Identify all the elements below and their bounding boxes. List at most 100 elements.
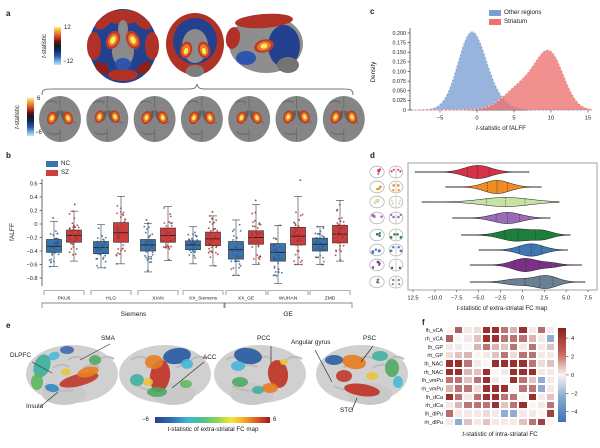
heatmap-cell (463, 367, 473, 376)
brain-region-blob (268, 25, 300, 67)
brain-region-blob (136, 61, 152, 75)
heatmap-cell (481, 367, 491, 376)
sz-swatch (46, 169, 58, 176)
heatmap-cell (445, 359, 455, 368)
heatmap-cell (463, 326, 473, 335)
heatmap-cell (490, 350, 500, 360)
brain-region-blob (33, 354, 51, 378)
heatmap-cell (454, 350, 464, 360)
legend-item-sz: SZ (46, 168, 70, 177)
heatmap-cell (509, 417, 519, 426)
brain-region-blob (239, 115, 244, 121)
sz-label: SZ (61, 168, 69, 176)
y-tick-label: 0.050 (393, 89, 407, 95)
brain-region-blob (372, 351, 388, 361)
striatal-seed-8-icon (369, 275, 404, 289)
heatmap-cell (463, 375, 473, 385)
heatmap-cell (445, 417, 455, 426)
heatmap-cell (454, 367, 464, 376)
heatmap-cell (481, 326, 491, 335)
site-label: WUHAN (279, 296, 298, 302)
heatmap-cell (454, 334, 464, 343)
density-legend: Other regions Striatum (489, 9, 542, 25)
heatmap-cell (463, 400, 473, 410)
heatmap-cell (545, 400, 555, 410)
heatmap-cell (472, 342, 482, 351)
matrix-row-label: lh_NAC (424, 362, 443, 368)
brain-region-blob (228, 96, 271, 142)
y-tick-label: 0.2 (30, 208, 38, 214)
brain-region-blob (108, 69, 138, 81)
y-tick-label: −0.2 (26, 235, 37, 241)
brain-region-blob (180, 96, 223, 142)
matrix-row-label: rh_vmPu (421, 387, 443, 393)
label-leader-line (39, 391, 59, 408)
striatal-seed-5-icon (369, 228, 404, 242)
heatmap-cell (527, 334, 537, 343)
x-tick-label: 0 (475, 116, 478, 122)
matrix-row-label: lh_dCa (426, 395, 443, 401)
site-label: PKU6 (58, 296, 71, 302)
brain-region-blob (344, 383, 380, 397)
brain-region-blob (267, 360, 289, 388)
heatmap-cell (536, 417, 546, 426)
brain-region-blob (260, 43, 268, 49)
matrix-row-label: rh_vCA (425, 337, 443, 343)
heatmap-cell (518, 384, 528, 393)
heatmap-xlabel: t-statistic of intra-striatal FC (462, 431, 538, 438)
brain-region-blob (143, 378, 153, 386)
heatmap-cell (509, 392, 519, 401)
brain-region-blob (350, 114, 354, 120)
heatmap-cell (518, 350, 528, 360)
brain-region-blob (104, 10, 142, 24)
heatmap-cell (481, 334, 491, 343)
site-label: XX_GE (238, 296, 255, 302)
heatmap-cell (500, 342, 510, 351)
brain-region-blob (94, 61, 110, 75)
heatmap-cell (454, 342, 464, 351)
heatmap-cell (509, 359, 519, 368)
nc-swatch (46, 161, 58, 168)
region-label-psc: PSC (363, 335, 377, 342)
heatmap-cell (527, 417, 537, 426)
heatmap-cell (527, 400, 537, 410)
heatmap-cell (527, 350, 537, 360)
violin-striatal-seed-6 (478, 243, 569, 257)
brain-region-blob (130, 36, 136, 44)
heatmap-cell (472, 350, 482, 360)
brain-region-blob (342, 354, 366, 370)
striatal-seed-4-icon (369, 211, 404, 225)
colorbar-tstat-12 (54, 27, 61, 65)
x-tick-label: 0 (521, 296, 524, 302)
brain-region-blob (286, 114, 291, 120)
axial-slice (133, 96, 176, 142)
x-tick-label: −2.5 (495, 296, 506, 302)
violin-striatal-seed-4 (452, 212, 551, 224)
heatmap-cell (454, 384, 464, 393)
panel-label-c: c (370, 7, 375, 16)
brain-region-blob (118, 20, 128, 38)
heatmap-cell (481, 384, 491, 393)
heatmap-cell (463, 334, 473, 343)
heatmap-cell (454, 417, 464, 426)
x-axis-label: t-statistic of extra-striatal FC map (457, 305, 548, 312)
scanner-group-label: GE (283, 311, 293, 318)
brain-region-blob (208, 115, 212, 121)
heatmap-cell (536, 342, 546, 351)
heatmap-cell (481, 409, 491, 418)
brain-region-blob (95, 16, 111, 30)
heatmap-cell (536, 409, 546, 418)
heatmap-cell (536, 334, 546, 343)
heatmap-cell (536, 359, 546, 368)
brain-region-blob (61, 368, 71, 376)
heatmap-cell (454, 375, 464, 385)
brain-region-blob (77, 366, 99, 378)
colorbar-min-label: −12 (63, 59, 74, 65)
heatmap-cell (445, 367, 455, 376)
heatmap-cell (481, 417, 491, 426)
y-tick-label: 0.200 (393, 31, 407, 37)
heatmap-cell (481, 359, 491, 368)
heatmap-cell (463, 392, 473, 401)
x-tick-label: 2.5 (540, 296, 548, 302)
heatmap-cell (545, 359, 555, 368)
